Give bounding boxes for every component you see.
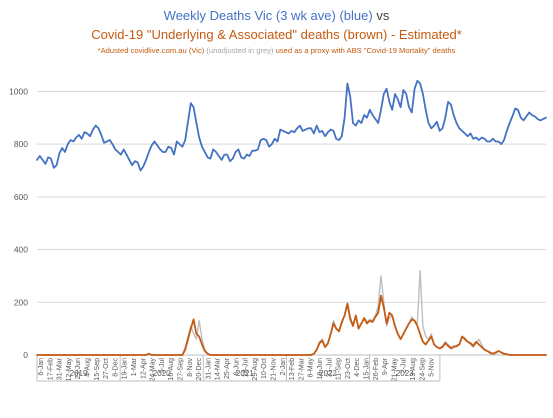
- x-tick-label: 27-Sep: [178, 358, 185, 381]
- chart-title-line1: Weekly Deaths Vic (3 wk ave) (blue) vs: [0, 8, 553, 23]
- year-label: 2021: [236, 369, 254, 378]
- chart-subtitle-a: *Adusted covidlive.com.au (Vic): [97, 46, 207, 55]
- x-tick-label: 19-Jan: [122, 358, 129, 380]
- x-tick-label: 13-Aug: [410, 358, 417, 381]
- x-tick-label: 27-Mar: [298, 357, 305, 380]
- x-tick-label: 4-Dec: [354, 358, 361, 377]
- x-tick-label: 15-Sep: [94, 358, 101, 381]
- x-tick-label: 4-Aug: [85, 358, 92, 377]
- year-label: 2023: [396, 369, 414, 378]
- y-tick-label: 0: [23, 350, 28, 360]
- x-axis: 6-Jan 17-Feb 31-Mar 12-May 23-Jun 4-Aug 15-Sep…: [36, 354, 546, 382]
- chart-subtitle-grey: (unadjusted in grey): [206, 46, 274, 55]
- x-tick-label: 10-Oct: [261, 358, 268, 379]
- x-tick-label: 13-Feb: [289, 358, 296, 380]
- x-tick-label: 21-May: [391, 358, 398, 382]
- y-axis: 0 200 400 600 800 1000: [9, 86, 28, 360]
- y-tick-label: 1000: [9, 86, 28, 96]
- x-tick-label: 12-Apr: [140, 357, 147, 379]
- y-tick-label: 600: [14, 192, 28, 202]
- chart-subtitle: *Adusted covidlive.com.au (Vic) (unadjus…: [0, 46, 553, 55]
- x-tick-label: 8-Dec: [112, 358, 119, 377]
- year-label: 2020: [153, 369, 171, 378]
- series-lines: [36, 79, 547, 356]
- x-tick-label: 6-Jan: [38, 358, 45, 376]
- series-line-brown: [36, 294, 547, 356]
- gridlines: [37, 90, 546, 303]
- x-tick-label: 24-May: [150, 358, 157, 382]
- year-label: 2019: [70, 369, 88, 378]
- x-tick-label: 31-Mar: [57, 357, 64, 380]
- x-tick-label: 19-Jun: [317, 358, 324, 380]
- x-tick-label: 2-Jan: [280, 358, 287, 376]
- x-tick-label: 31-Jan: [205, 358, 212, 380]
- x-tick-label: 17-Feb: [47, 358, 54, 380]
- chart-title-vs: vs: [372, 8, 390, 23]
- x-tick-label: 21-Nov: [271, 358, 278, 381]
- x-tick-label: 9-Apr: [382, 357, 389, 375]
- x-tick-label: 27-Oct: [103, 358, 110, 379]
- x-tick-label: 26-Feb: [373, 358, 380, 380]
- x-tick-label: 1-Mar: [131, 357, 138, 376]
- chart-title-line2: Covid-19 "Underlying & Associated" death…: [91, 27, 462, 42]
- x-tick-label: 11-Sep: [336, 358, 343, 380]
- x-tick-label: 25-Apr: [224, 357, 231, 379]
- x-tick-label: 12-May: [66, 358, 73, 382]
- x-tick-label: 16-Aug: [168, 358, 175, 381]
- x-tick-label: 6-Jun: [233, 358, 240, 376]
- chart-title-blue: Weekly Deaths Vic (3 wk ave) (blue): [163, 8, 373, 23]
- chart-subtitle-b: used as a proxy with ABS "Covid-19 Morta…: [273, 46, 456, 55]
- x-tick-label: 18-Jul: [243, 358, 250, 378]
- y-tick-label: 800: [14, 139, 28, 149]
- x-tick-label: 23-Oct: [345, 358, 352, 379]
- x-tick-label: 5-Jul: [159, 358, 166, 374]
- y-tick-label: 200: [14, 297, 28, 307]
- x-tick-label: 29-Aug: [252, 358, 259, 381]
- x-tick-label: 8-Nov: [187, 358, 194, 377]
- x-tick-label: 5-Nov: [429, 358, 436, 377]
- x-tick-label: 15-Jan: [364, 358, 371, 380]
- x-tick-label: 20-Dec: [196, 358, 203, 381]
- x-tick-label: 24-Sep: [419, 358, 426, 381]
- y-tick-label: 400: [14, 245, 28, 255]
- x-tick-label: 23-Jun: [75, 358, 82, 380]
- x-tick-label: 14-Mar: [215, 357, 222, 380]
- x-tick-label: 31-Jul: [326, 358, 333, 378]
- x-tick-label: 8-May: [308, 358, 315, 378]
- x-tick-label: 2-Jul: [401, 358, 408, 374]
- year-label: 2022: [319, 369, 337, 378]
- series-line-blue: [36, 79, 547, 172]
